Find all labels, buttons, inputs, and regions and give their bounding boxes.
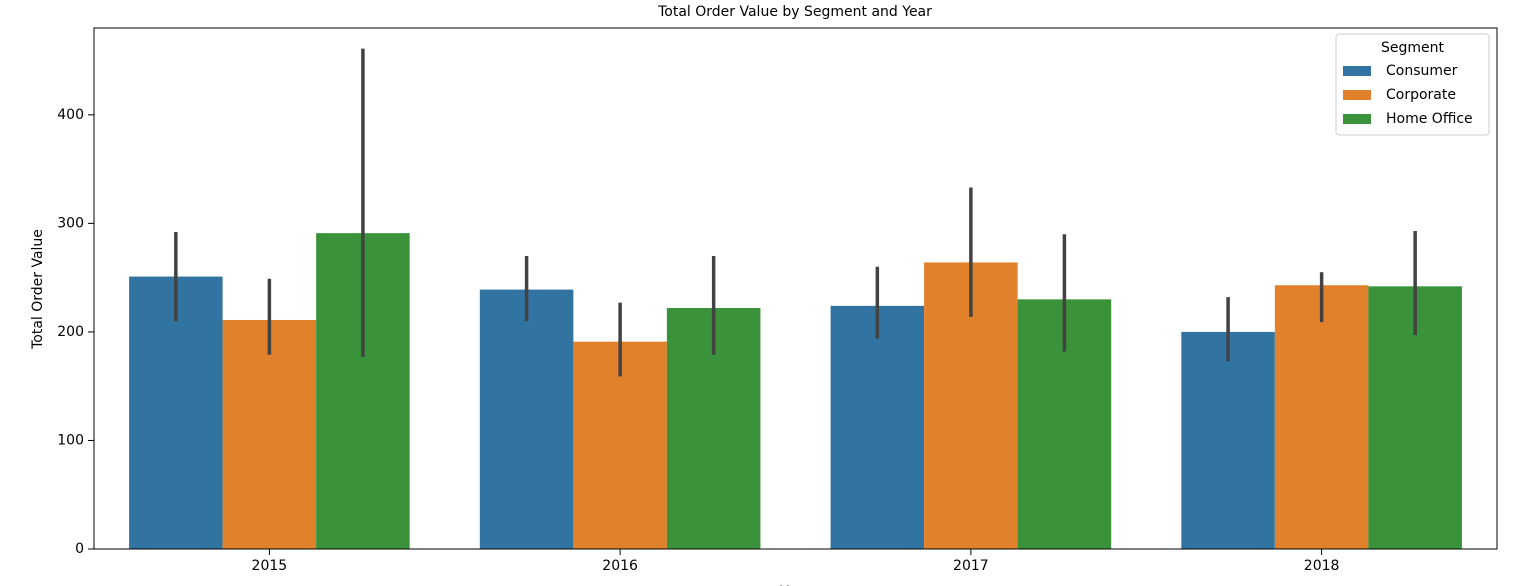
- plot-frame: [93, 27, 1498, 550]
- legend-swatch: [1343, 66, 1371, 76]
- y-tick-label: 300: [57, 215, 84, 231]
- bar: [1274, 285, 1369, 549]
- chart-title: Total Order Value by Segment and Year: [657, 4, 932, 20]
- legend-label: Consumer: [1386, 63, 1458, 79]
- legend-swatch: [1343, 90, 1371, 100]
- legend-label: Corporate: [1386, 87, 1456, 103]
- legend-title: Segment: [1381, 40, 1445, 56]
- y-axis-label: Total Order Value: [30, 229, 46, 350]
- bar: [222, 319, 317, 549]
- x-tick-label: 2015: [252, 558, 288, 574]
- legend-swatch: [1343, 114, 1371, 124]
- x-tick-label: 2017: [953, 558, 989, 574]
- y-tick-label: 0: [75, 541, 84, 557]
- y-tick-label: 400: [57, 107, 84, 123]
- y-tick-label: 100: [57, 432, 84, 448]
- y-tick-label: 200: [57, 324, 84, 340]
- x-tick-label: 2018: [1304, 558, 1340, 574]
- bar: [830, 305, 925, 549]
- legend-box: [1335, 33, 1490, 136]
- bar: [479, 289, 574, 549]
- bar: [1181, 331, 1275, 549]
- bar: [129, 276, 223, 549]
- legend-label: Home Office: [1386, 111, 1473, 127]
- x-tick-label: 2016: [602, 558, 638, 574]
- x-axis-label: Year: [779, 584, 810, 586]
